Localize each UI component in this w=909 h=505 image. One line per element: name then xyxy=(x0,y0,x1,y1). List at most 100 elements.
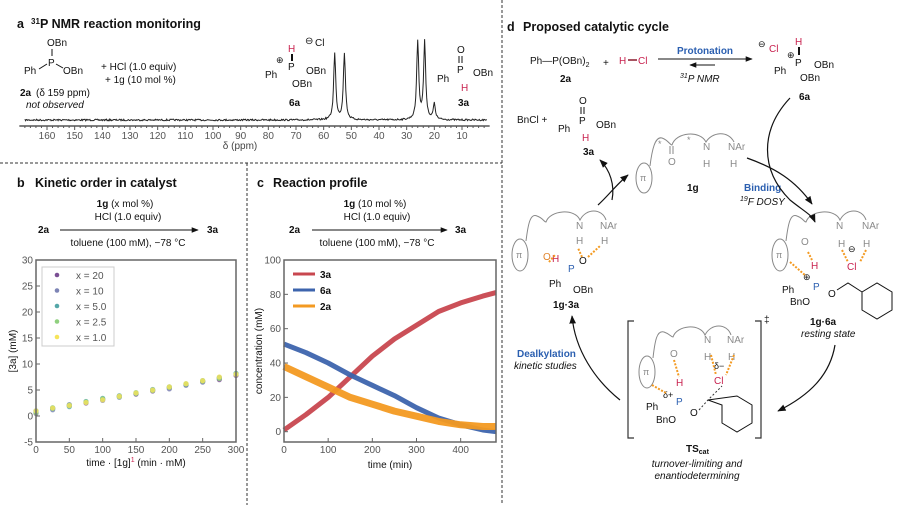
reaction-profile-chart: 0 100 200 300 400 0 20 40 60 80 100 time (min) conce… xyxy=(254,256,497,471)
atom-cl: Cl xyxy=(714,376,723,387)
atom-h: H xyxy=(552,254,559,265)
bncl-label: BnCl + xyxy=(517,115,547,126)
x-tick-label: 0 xyxy=(33,445,39,456)
legend-box xyxy=(41,266,115,347)
complex-1g-3a: π O N NAr H H H P O Ph OBn 1g·3a xyxy=(511,210,618,311)
panel-d: d Proposed catalytic cycle Ph—P(OBn)2 + … xyxy=(507,20,893,482)
scheme-c-conditions: toluene (100 mM), −78 °C xyxy=(320,238,435,249)
cycle-arrow-release-product xyxy=(599,159,614,201)
nmr-tick-label: 110 xyxy=(177,131,193,142)
legend-marker xyxy=(54,334,60,340)
legend-label: x = 1.0 xyxy=(76,333,107,344)
panel-a-title-sup: 31 xyxy=(31,17,40,26)
catalyst-1g: π * * O N H NAr H 1g Binding 19F DOSY xyxy=(635,133,786,208)
atom-p: P xyxy=(457,65,464,76)
plot-area xyxy=(284,260,496,442)
equation-protonation: Ph—P(OBn)2 + H Cl 2a Protonation 31P NMR xyxy=(530,46,753,85)
y-axis-label: concentration (mM) xyxy=(254,308,265,394)
atom-ph: Ph xyxy=(437,74,449,85)
compound-2a-label: 2a xyxy=(20,88,32,99)
data-point-x-1-0 xyxy=(116,393,122,399)
atom-cl: Cl xyxy=(769,44,778,55)
reagent-1g: + 1g (10 mol %) xyxy=(105,75,176,86)
nmr-x-axis-label: δ (ppm) xyxy=(223,141,257,152)
ts-note-line2: enantiodetermining xyxy=(654,471,739,482)
x-tick-label: 300 xyxy=(408,445,425,456)
atom-obn: OBn xyxy=(800,73,820,84)
plus-charge-icon: ⊕ xyxy=(803,272,811,282)
x-tick-label: 400 xyxy=(452,445,469,456)
legend-marker xyxy=(54,288,60,293)
x-tick-label: 150 xyxy=(128,445,145,456)
atom-ph: Ph xyxy=(549,279,561,290)
panel-c-letter: c xyxy=(257,176,264,190)
nmr-tick-label: 150 xyxy=(66,131,83,142)
y-tick-label: 10 xyxy=(22,360,34,371)
panel-b: b Kinetic order in catalyst 1g (x mol %)… xyxy=(8,176,245,469)
minus-charge-icon: ⊖ xyxy=(848,244,856,254)
y-tick-label: 0 xyxy=(27,412,33,423)
atom-p: P xyxy=(568,264,575,275)
atom-obn: OBn xyxy=(47,38,67,49)
panel-d-letter: d xyxy=(507,20,515,34)
stereocenter-mark: * xyxy=(658,139,662,149)
structure-6a: ⊖ Cl H ⊕ P Ph OBn OBn 6a xyxy=(758,37,834,103)
plot-frame xyxy=(283,259,497,443)
x-axis-label: time · [1g]1 (min · mM) xyxy=(86,457,185,469)
y-axis-label: [3a] (mM) xyxy=(8,330,19,373)
legend-label-3a: 3a xyxy=(320,270,332,281)
atom-nar: NAr xyxy=(862,221,880,232)
panel-b-title: Kinetic order in catalyst xyxy=(35,176,178,190)
x-tick-label: 100 xyxy=(320,445,337,456)
nmr-tick-label: 130 xyxy=(122,131,139,142)
phenyl-ring xyxy=(836,282,893,320)
scheme-c-product: 3a xyxy=(455,225,467,236)
atom-o: O xyxy=(670,349,678,360)
scheme-b-acid: HCl (1.0 equiv) xyxy=(95,212,162,223)
atom-h: H xyxy=(811,261,818,272)
atom-ph: Ph xyxy=(646,402,658,413)
atom-n: N xyxy=(704,335,711,346)
atom-ph: Ph xyxy=(774,66,786,77)
panel-a-letter: a xyxy=(17,17,25,31)
data-point-x-1-0 xyxy=(66,403,72,409)
binding-label: Binding xyxy=(744,183,781,194)
pi-label: π xyxy=(776,250,782,260)
complex-1g-6a: π O N NAr H H ⊖ Cl H ⊕ P Ph BnO O 1g·6a … xyxy=(771,210,893,340)
atom-n: N xyxy=(703,142,710,153)
stereocenter-mark: * xyxy=(687,135,691,145)
atom-o: O xyxy=(690,408,698,419)
minus-charge-icon: ⊖ xyxy=(758,39,766,49)
nmr-tick-label: 20 xyxy=(429,131,441,142)
atom-h: H xyxy=(728,352,735,363)
atom-ph: Ph xyxy=(24,66,36,77)
legend-label-2a: 2a xyxy=(320,302,332,313)
resting-state-label: resting state xyxy=(801,329,856,340)
y-tick-label: 100 xyxy=(264,256,281,267)
cycle-arrow-dealkylation xyxy=(569,315,621,401)
atom-p: P xyxy=(288,62,295,73)
atom-obn: OBn xyxy=(292,79,312,90)
structure-3a: O P Ph OBn H 3a xyxy=(437,45,493,109)
x-tick-label: 200 xyxy=(161,445,178,456)
pi-label: π xyxy=(643,367,649,377)
compound-2a-shift: (δ 159 ppm) xyxy=(36,88,90,99)
dosy-label: 19F DOSY xyxy=(740,196,786,208)
atom-o: O xyxy=(668,157,676,168)
structure-6a: ⊖ Cl H ⊕ P Ph OBn OBn 6a xyxy=(265,36,326,109)
kinetic-studies-label: kinetic studies xyxy=(514,361,577,372)
panel-d-title: Proposed catalytic cycle xyxy=(523,20,669,34)
atom-h: H xyxy=(582,133,589,144)
nmr-tick-label: 80 xyxy=(263,131,275,142)
nmr-tick-label: 140 xyxy=(94,131,111,142)
panel-a: a 31 P NMR reaction monitoring OBn P Ph … xyxy=(17,17,493,152)
compound-2a-label: 2a xyxy=(560,74,572,85)
atom-n: N xyxy=(576,221,583,232)
atom-obn: OBn xyxy=(814,60,834,71)
x-tick-label: 0 xyxy=(281,445,287,456)
atom-o: O xyxy=(543,252,551,263)
atom-cl: Cl xyxy=(638,56,647,67)
nmr-tick-label: 60 xyxy=(318,131,330,142)
reagent-hcl: + HCl (1.0 equiv) xyxy=(101,62,176,73)
